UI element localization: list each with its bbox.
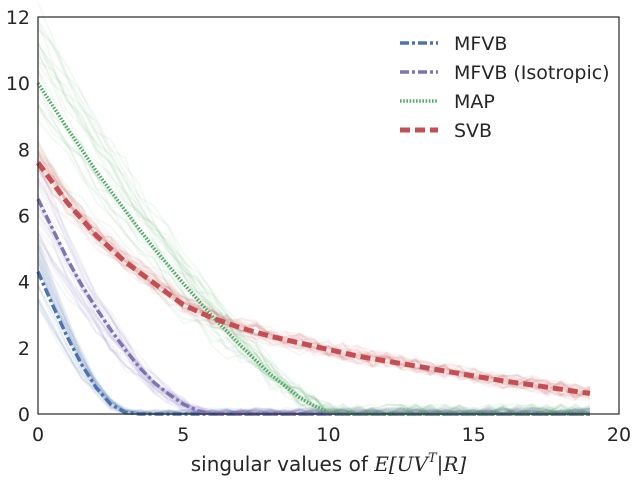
sample-trace xyxy=(37,151,591,395)
x-axis-label-text: singular values of xyxy=(191,452,374,476)
x-axis-label-superscript: T xyxy=(428,451,438,466)
x-axis-label-math-end: |R] xyxy=(437,452,467,477)
legend-label: SVB xyxy=(454,120,492,142)
sample-trace xyxy=(37,237,591,416)
legend-label: MAP xyxy=(454,91,495,113)
x-tick-label: 20 xyxy=(607,424,631,446)
sample-trace xyxy=(37,88,591,416)
sample-trace xyxy=(37,164,590,396)
sample-trace xyxy=(37,154,591,397)
y-tick-label: 2 xyxy=(18,338,30,360)
x-tick-label: 5 xyxy=(177,424,189,446)
sample-trace xyxy=(37,84,591,416)
y-tick-label: 8 xyxy=(18,139,30,161)
x-tick-label: 15 xyxy=(462,424,486,446)
sample-trace xyxy=(37,161,591,401)
y-tick-label: 4 xyxy=(18,272,30,294)
sample-trace xyxy=(37,51,590,416)
sample-trace xyxy=(37,62,591,416)
series-line xyxy=(36,82,590,416)
series-line xyxy=(35,161,591,396)
sample-trace xyxy=(37,228,591,416)
legend-label: MFVB (Isotropic) xyxy=(454,62,610,84)
sample-trace xyxy=(37,162,590,416)
x-axis-ticks: 0 5 10 15 20 xyxy=(32,424,631,446)
series-line xyxy=(36,270,590,416)
sample-trace xyxy=(37,165,591,402)
sample-trace xyxy=(37,27,590,416)
sample-trace xyxy=(37,18,591,416)
plot-frame xyxy=(37,16,620,415)
sample-trace xyxy=(37,48,591,416)
x-tick-label: 0 xyxy=(32,424,44,446)
x-tick-label: 10 xyxy=(316,424,340,446)
sample-trace xyxy=(37,152,591,397)
y-tick-label: 10 xyxy=(6,73,30,95)
sample-trace xyxy=(37,243,591,416)
sample-trace xyxy=(37,176,591,402)
sample-trace xyxy=(37,169,591,395)
series-lines xyxy=(35,82,591,416)
sample-trace xyxy=(37,2,591,416)
x-axis-label: singular values of E[UVT|R] xyxy=(191,451,467,477)
sample-trace xyxy=(37,20,591,416)
legend: MFVB MFVB (Isotropic) MAP SVB xyxy=(400,33,610,142)
x-axis-label-math: E[UV xyxy=(373,452,430,476)
y-axis-ticks: 0 2 4 6 8 10 12 xyxy=(6,7,30,426)
sample-trace xyxy=(37,152,591,400)
sample-trace xyxy=(37,103,591,416)
y-tick-label: 12 xyxy=(6,7,30,29)
sample-trace xyxy=(37,142,591,392)
sample-trace xyxy=(37,232,591,416)
y-tick-label: 0 xyxy=(18,404,30,426)
sample-trace xyxy=(37,94,591,416)
y-tick-label: 6 xyxy=(18,206,30,228)
series-line xyxy=(36,198,590,416)
sample-trace xyxy=(37,119,591,416)
legend-label: MFVB xyxy=(454,33,507,55)
